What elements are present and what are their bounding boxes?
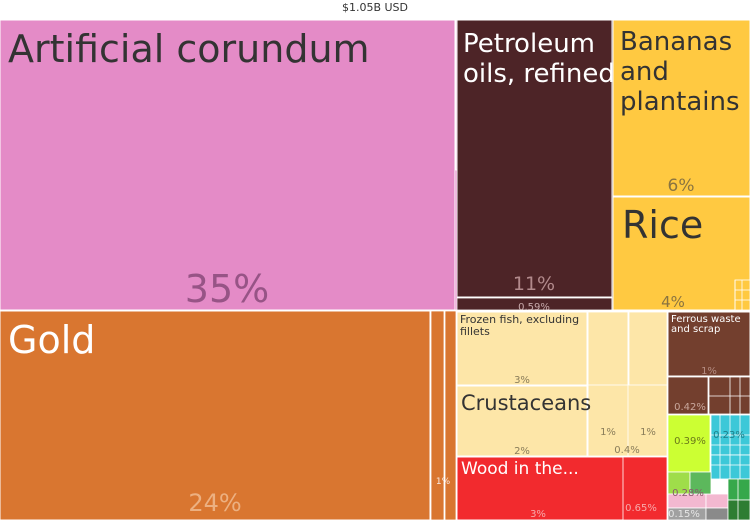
percent-cyan: 0.23%: [713, 430, 745, 441]
label-rice: Rice: [622, 203, 703, 247]
label-bananas-line3: plantains: [620, 87, 740, 117]
minor-tile-23: [727, 499, 750, 520]
percent-artificial-corundum: 35%: [185, 267, 269, 311]
minor-tile-22: [727, 478, 750, 501]
minor-tile-17: [710, 454, 750, 480]
tile-9: [667, 311, 750, 377]
label-petroleum-line2: oils, refined: [463, 59, 615, 89]
minor-tile-21: [705, 507, 729, 520]
tile-5: [0, 310, 431, 520]
percent-gold-sub: 1%: [436, 477, 451, 487]
label-wood: Wood in the...: [461, 459, 579, 479]
percent-gray: 0.15%: [668, 509, 700, 520]
percent-petroleum-sub: 0.59%: [518, 302, 550, 313]
minor-tile-14: [667, 414, 711, 473]
label-bananas-line2: and: [620, 57, 669, 87]
label-ferrous-line2: and scrap: [671, 324, 720, 335]
percent-frozen-fish: 3%: [514, 375, 530, 386]
minor-tile-6: [430, 310, 445, 520]
total-value-label: $1.05B USD: [341, 1, 409, 14]
percent-lime: 0.39%: [674, 436, 706, 447]
minor-tile-13: [708, 376, 750, 415]
percent-wood-sub: 0.65%: [625, 503, 657, 514]
minor-tile-4: [611, 20, 614, 311]
tile-6: [456, 311, 588, 386]
percent-gold: 24%: [188, 489, 241, 517]
label-bananas-line1: Bananas: [620, 27, 732, 57]
tile-3: [612, 20, 750, 197]
tile-4: [612, 196, 750, 311]
label-crustaceans: Crustaceans: [461, 391, 591, 415]
minor-tile-5: [734, 279, 750, 311]
percent-pink: 0.28%: [672, 488, 704, 499]
percent-fish-side-3: 0.4%: [614, 445, 639, 456]
label-frozen-fish-line2: fillets: [460, 325, 490, 338]
percent-fish-side-2: 1%: [640, 427, 656, 438]
tile-1: [0, 20, 456, 311]
minor-tile-24: [689, 471, 712, 495]
tile-7: [456, 385, 588, 457]
tile-2: [456, 20, 613, 298]
percent-petroleum: 11%: [513, 273, 555, 295]
label-petroleum-line1: Petroleum: [463, 29, 595, 59]
percent-crustaceans: 2%: [514, 446, 530, 457]
percent-brown-small: 0.42%: [674, 402, 706, 413]
minor-tile-2: [454, 169, 458, 311]
label-frozen-fish-line1: Frozen fish, excluding: [460, 313, 579, 326]
minor-tile-12: [667, 376, 709, 415]
percent-ferrous: 1%: [701, 366, 717, 377]
minor-tile-7: [444, 310, 457, 520]
percent-bananas: 6%: [668, 176, 695, 196]
percent-fish-side-1: 1%: [600, 427, 616, 438]
minor-tile-11: [622, 456, 668, 520]
minor-tile-10: [587, 384, 668, 457]
label-artificial-corundum: Artificial corundum: [8, 27, 370, 71]
percent-wood: 3%: [530, 509, 546, 520]
label-gold: Gold: [8, 318, 95, 362]
minor-tile-19: [705, 493, 729, 509]
label-ferrous-line1: Ferrous waste: [671, 314, 741, 325]
percent-rice: 4%: [661, 293, 685, 311]
